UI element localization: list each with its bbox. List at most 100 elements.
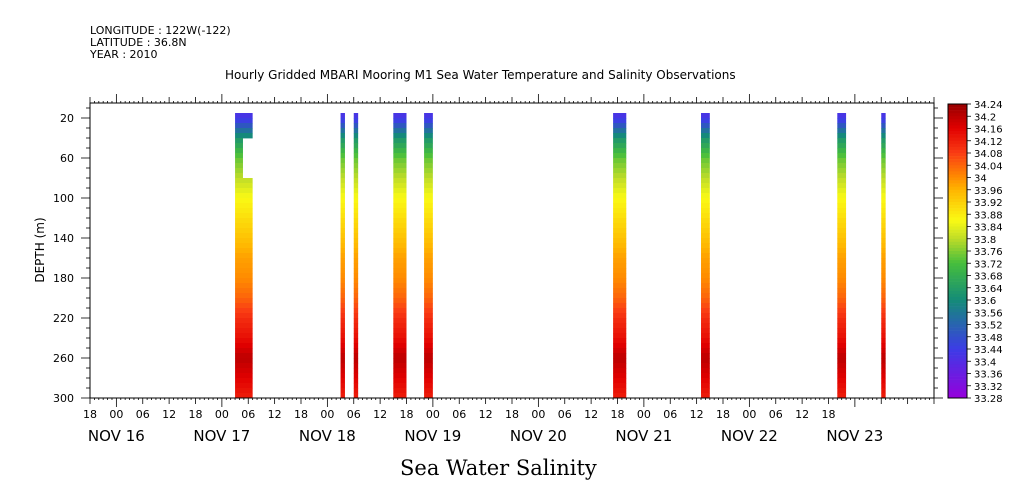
colorbar-swatch: [948, 189, 967, 194]
heatmap-cell: [235, 378, 253, 384]
colorbar-swatch: [948, 394, 967, 399]
heatmap-cell: [881, 133, 886, 139]
heatmap-cell: [235, 188, 253, 194]
colorbar-label: 33.52: [974, 321, 1003, 332]
colorbar-swatch: [948, 208, 967, 212]
colorbar-swatch: [948, 379, 967, 383]
heatmap-cell: [837, 288, 847, 294]
colorbar-swatch: [948, 293, 967, 298]
heatmap-cell: [424, 223, 433, 229]
colorbar-swatch: [948, 388, 967, 393]
heatmap-cell: [837, 173, 847, 179]
heatmap-cell: [701, 233, 710, 239]
heatmap-cell: [701, 303, 710, 309]
heatmap-cell: [424, 138, 433, 144]
x-date-label: NOV 19: [404, 427, 461, 445]
heatmap-cell: [701, 308, 710, 314]
data-column-0: [235, 113, 253, 399]
heatmap-cell: [837, 328, 847, 334]
heatmap-cell: [613, 123, 627, 129]
heatmap-cell: [701, 163, 710, 169]
heatmap-cell: [235, 288, 253, 294]
heatmap-cell: [613, 163, 627, 169]
heatmap-cell: [235, 133, 253, 139]
heatmap-cell: [393, 298, 407, 304]
heatmap-cell: [393, 178, 407, 184]
heatmap-cell: [701, 153, 710, 159]
colorbar-label: 34.04: [974, 161, 1003, 172]
heatmap-cell: [837, 263, 847, 269]
heatmap-cell: [424, 323, 433, 329]
heatmap-cell: [701, 128, 710, 134]
heatmap-cell: [424, 358, 433, 364]
heatmap-cell: [353, 368, 359, 374]
heatmap-cell: [837, 253, 847, 259]
heatmap-cell: [393, 123, 407, 129]
heatmap-cell: [424, 148, 433, 154]
y-tick-label: 300: [53, 392, 74, 405]
colorbar-label: 34.12: [974, 137, 1003, 148]
colorbar-swatch: [948, 296, 967, 301]
heatmap-cell: [340, 133, 345, 139]
heatmap-cell: [393, 158, 407, 164]
heatmap-cell: [837, 373, 847, 379]
heatmap-cell: [613, 208, 627, 214]
heatmap-cell: [340, 238, 345, 244]
x-date-label: NOV 16: [88, 427, 145, 445]
heatmap-cell: [881, 168, 886, 174]
heatmap-cell: [353, 293, 359, 299]
heatmap-cell: [701, 318, 710, 324]
heatmap-cell: [353, 153, 359, 159]
longitude-label: LONGITUDE : 122W(-122): [90, 24, 231, 37]
heatmap-cell: [235, 323, 253, 329]
heatmap-cell: [837, 293, 847, 299]
heatmap-cell: [353, 158, 359, 164]
heatmap-cell: [353, 253, 359, 259]
colorbar-swatch: [948, 232, 967, 236]
heatmap-cell: [837, 313, 847, 319]
heatmap-cell: [613, 368, 627, 374]
heatmap-cell: [701, 228, 710, 234]
heatmap-cell: [393, 113, 407, 119]
heatmap-cell: [424, 233, 433, 239]
heatmap-cell: [353, 313, 359, 319]
heatmap-cell: [424, 178, 433, 184]
heatmap-cell: [353, 263, 359, 269]
colorbar-swatch: [948, 180, 967, 184]
heatmap-cell: [613, 118, 627, 124]
variable-title: Sea Water Salinity: [400, 456, 597, 480]
plot-frame: [89, 102, 935, 399]
colorbar-swatch: [948, 198, 967, 203]
heatmap-cell: [701, 373, 710, 379]
heatmap-cell: [340, 128, 345, 134]
x-tick-label: 18: [83, 408, 97, 421]
heatmap-cell: [613, 183, 627, 189]
heatmap-cell: [701, 293, 710, 299]
heatmap-cell: [881, 338, 886, 344]
colorbar-label: 33.4: [974, 357, 996, 368]
colorbar-swatch: [948, 257, 967, 261]
heatmap-cell: [613, 153, 627, 159]
heatmap-cell: [881, 143, 886, 149]
heatmap-cell: [353, 148, 359, 154]
heatmap-cell: [393, 153, 407, 159]
heatmap-cell: [235, 248, 253, 254]
heatmap-cell: [613, 288, 627, 294]
heatmap-cell: [353, 363, 359, 369]
x-tick-label: 18: [189, 408, 203, 421]
heatmap-cell: [353, 223, 359, 229]
heatmap-cell: [613, 268, 627, 274]
colorbar-swatch: [948, 330, 967, 334]
x-tick-label: 00: [531, 408, 545, 421]
colorbar-swatch: [948, 266, 967, 270]
x-date-label: NOV 22: [721, 427, 778, 445]
heatmap-cell: [340, 373, 345, 379]
heatmap-cell: [881, 388, 886, 394]
heatmap-cell: [393, 318, 407, 324]
heatmap-cell: [881, 193, 886, 199]
heatmap-cell: [881, 378, 886, 384]
x-tick-label: 18: [400, 408, 414, 421]
heatmap-cell: [837, 233, 847, 239]
heatmap-cell: [353, 128, 359, 134]
